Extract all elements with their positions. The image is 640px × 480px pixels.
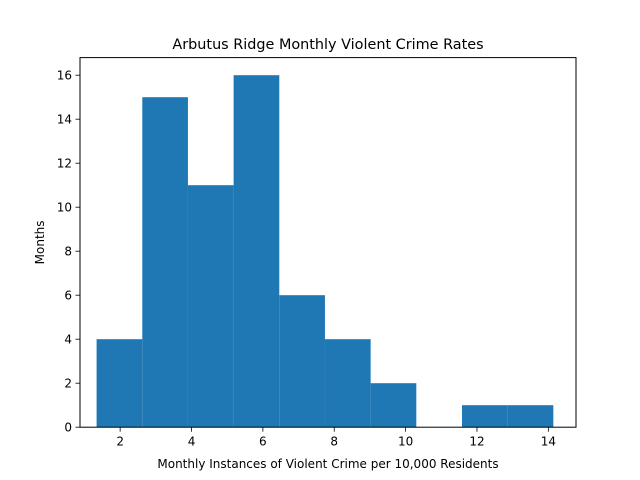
- y-tick-label: 12: [57, 157, 72, 171]
- y-tick-label: 4: [64, 333, 72, 347]
- histogram-bar-3: [187, 185, 234, 428]
- y-tick-label: 2: [64, 377, 72, 391]
- chart-title: Arbutus Ridge Monthly Violent Crime Rate…: [172, 37, 483, 53]
- y-tick-label: 8: [64, 245, 72, 259]
- x-tick-label: 6: [259, 435, 267, 449]
- histogram-bar-1: [96, 339, 143, 428]
- histogram-bar-9: [461, 405, 508, 428]
- bars-group: [96, 75, 554, 428]
- y-tick-label: 16: [57, 69, 72, 83]
- histogram-bar-10: [507, 405, 554, 428]
- x-tick-label: 2: [116, 435, 124, 449]
- x-tick-label: 4: [188, 435, 196, 449]
- histogram-bar-2: [142, 97, 188, 428]
- x-tick-label: 10: [398, 435, 413, 449]
- x-tick-label: 12: [469, 435, 484, 449]
- histogram-bar-4: [233, 75, 280, 428]
- y-axis-label: Months: [33, 220, 47, 264]
- y-tick-label: 14: [57, 113, 72, 127]
- y-tick-label: 10: [57, 201, 72, 215]
- histogram-bar-6: [324, 339, 371, 428]
- x-axis-ticks: 2 4 6 8 10 12 14: [116, 427, 556, 449]
- plot-frame: [79, 57, 577, 428]
- y-axis-ticks: 0 2 4 6 8 10 12 14 16: [57, 69, 80, 435]
- histogram-bar-7: [370, 383, 417, 428]
- x-axis-label: Monthly Instances of Violent Crime per 1…: [157, 457, 498, 471]
- histogram-bar-5: [279, 295, 325, 428]
- y-tick-label: 0: [64, 421, 72, 435]
- x-tick-label: 8: [330, 435, 338, 449]
- y-tick-label: 6: [64, 289, 72, 303]
- x-tick-label: 14: [541, 435, 556, 449]
